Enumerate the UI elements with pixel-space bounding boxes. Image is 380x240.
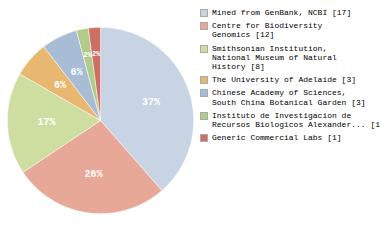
svg-text:2%: 2%: [92, 50, 101, 58]
html-text:Generic Commercial Labs [1]: Generic Commercial Labs [1]: [212, 133, 342, 143]
svg-text:2%: 2%: [83, 51, 92, 59]
svg-text:37%: 37%: [142, 97, 160, 108]
svg-text:6%: 6%: [71, 67, 83, 78]
svg-text:17%: 17%: [38, 117, 56, 128]
html-text:Mined from GenBank, NCBI [17]: Mined from GenBank, NCBI [17]: [212, 8, 352, 17]
svg-text:6%: 6%: [54, 80, 66, 91]
html-text:The University of Adelaide [3]: The University of Adelaide [3]: [212, 75, 356, 85]
html-text:Chinese Academy of Sciences, S: Chinese Academy of Sciences, South China…: [212, 88, 366, 107]
html-text:Centre for Biodiversity Genomi: Centre for Biodiversity Genomics [12]: [212, 21, 323, 40]
svg-text:26%: 26%: [84, 169, 102, 180]
html-text:Smithsonian Institution, Natio: Smithsonian Institution, National Museum…: [212, 43, 337, 71]
